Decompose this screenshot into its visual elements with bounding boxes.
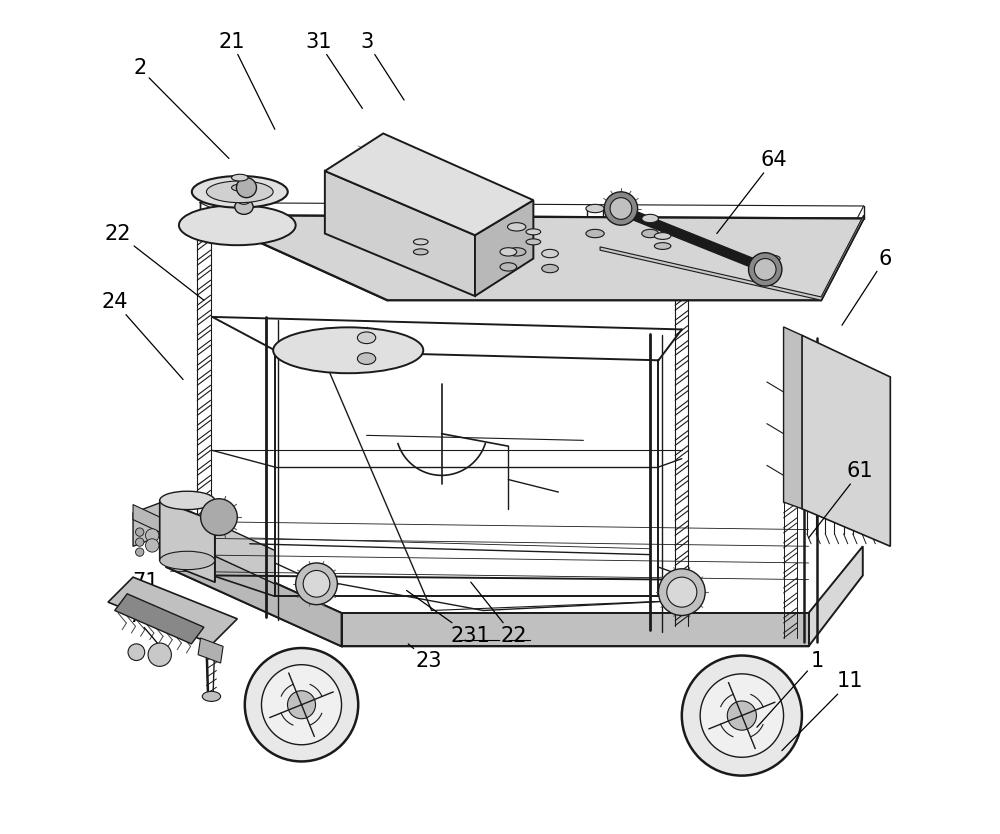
Ellipse shape	[642, 229, 658, 238]
Polygon shape	[198, 638, 223, 663]
Ellipse shape	[413, 249, 428, 255]
Text: 31: 31	[305, 32, 362, 108]
Ellipse shape	[500, 248, 517, 256]
Circle shape	[749, 253, 782, 286]
Circle shape	[604, 192, 638, 225]
Circle shape	[236, 178, 256, 198]
Ellipse shape	[654, 233, 671, 239]
Circle shape	[682, 656, 802, 776]
Polygon shape	[200, 215, 864, 300]
Ellipse shape	[542, 249, 558, 258]
Ellipse shape	[192, 176, 288, 208]
Circle shape	[136, 528, 144, 536]
Polygon shape	[784, 327, 802, 509]
Text: 1: 1	[757, 651, 824, 727]
Polygon shape	[133, 505, 160, 532]
Ellipse shape	[235, 199, 253, 214]
Circle shape	[245, 648, 358, 761]
Circle shape	[610, 198, 632, 219]
Polygon shape	[166, 534, 342, 646]
Ellipse shape	[160, 551, 215, 570]
Circle shape	[261, 665, 342, 745]
Circle shape	[296, 563, 337, 605]
Circle shape	[754, 259, 776, 280]
Polygon shape	[475, 200, 533, 296]
Ellipse shape	[202, 691, 221, 701]
Circle shape	[146, 539, 159, 552]
Polygon shape	[115, 594, 204, 644]
Text: 7: 7	[128, 606, 158, 644]
Ellipse shape	[413, 239, 428, 245]
Ellipse shape	[654, 243, 671, 249]
Text: 22: 22	[471, 582, 527, 646]
Ellipse shape	[500, 263, 517, 271]
Ellipse shape	[357, 353, 376, 364]
Circle shape	[136, 538, 144, 546]
Polygon shape	[166, 534, 863, 646]
Polygon shape	[325, 171, 475, 296]
Text: 11: 11	[782, 671, 864, 751]
Polygon shape	[802, 335, 890, 546]
Ellipse shape	[508, 223, 526, 231]
Ellipse shape	[764, 255, 780, 262]
Text: 3: 3	[360, 32, 404, 100]
Text: 71: 71	[132, 572, 187, 617]
Ellipse shape	[642, 214, 658, 223]
Text: 64: 64	[717, 150, 787, 234]
Circle shape	[148, 643, 171, 666]
Circle shape	[303, 570, 330, 597]
Text: 6: 6	[842, 249, 892, 325]
Circle shape	[727, 701, 756, 731]
Polygon shape	[600, 215, 864, 300]
Ellipse shape	[232, 174, 248, 181]
Circle shape	[201, 499, 237, 535]
Ellipse shape	[526, 239, 541, 245]
Polygon shape	[615, 204, 770, 274]
Ellipse shape	[206, 181, 273, 203]
Polygon shape	[133, 500, 166, 546]
Circle shape	[136, 548, 144, 556]
Ellipse shape	[586, 204, 604, 213]
Ellipse shape	[232, 184, 248, 191]
Ellipse shape	[542, 264, 558, 273]
Ellipse shape	[508, 248, 526, 256]
Polygon shape	[325, 133, 533, 235]
Ellipse shape	[160, 491, 215, 510]
Ellipse shape	[179, 205, 296, 245]
Text: 22: 22	[105, 224, 204, 300]
Circle shape	[287, 691, 316, 719]
Polygon shape	[108, 577, 237, 644]
Ellipse shape	[526, 229, 541, 235]
Ellipse shape	[764, 265, 780, 272]
Text: 2: 2	[133, 58, 229, 158]
Circle shape	[146, 529, 159, 542]
Circle shape	[667, 577, 697, 607]
Ellipse shape	[273, 328, 423, 374]
Text: 21: 21	[218, 32, 275, 129]
Text: 61: 61	[809, 461, 874, 538]
Circle shape	[658, 569, 705, 615]
Ellipse shape	[586, 229, 604, 238]
Circle shape	[700, 674, 784, 757]
Circle shape	[128, 644, 145, 661]
Polygon shape	[160, 500, 215, 582]
Polygon shape	[342, 613, 809, 646]
Ellipse shape	[236, 193, 251, 204]
Text: 231: 231	[407, 590, 490, 646]
Text: 23: 23	[408, 644, 442, 671]
Ellipse shape	[357, 332, 376, 344]
Text: 24: 24	[101, 292, 183, 379]
Polygon shape	[166, 500, 275, 584]
